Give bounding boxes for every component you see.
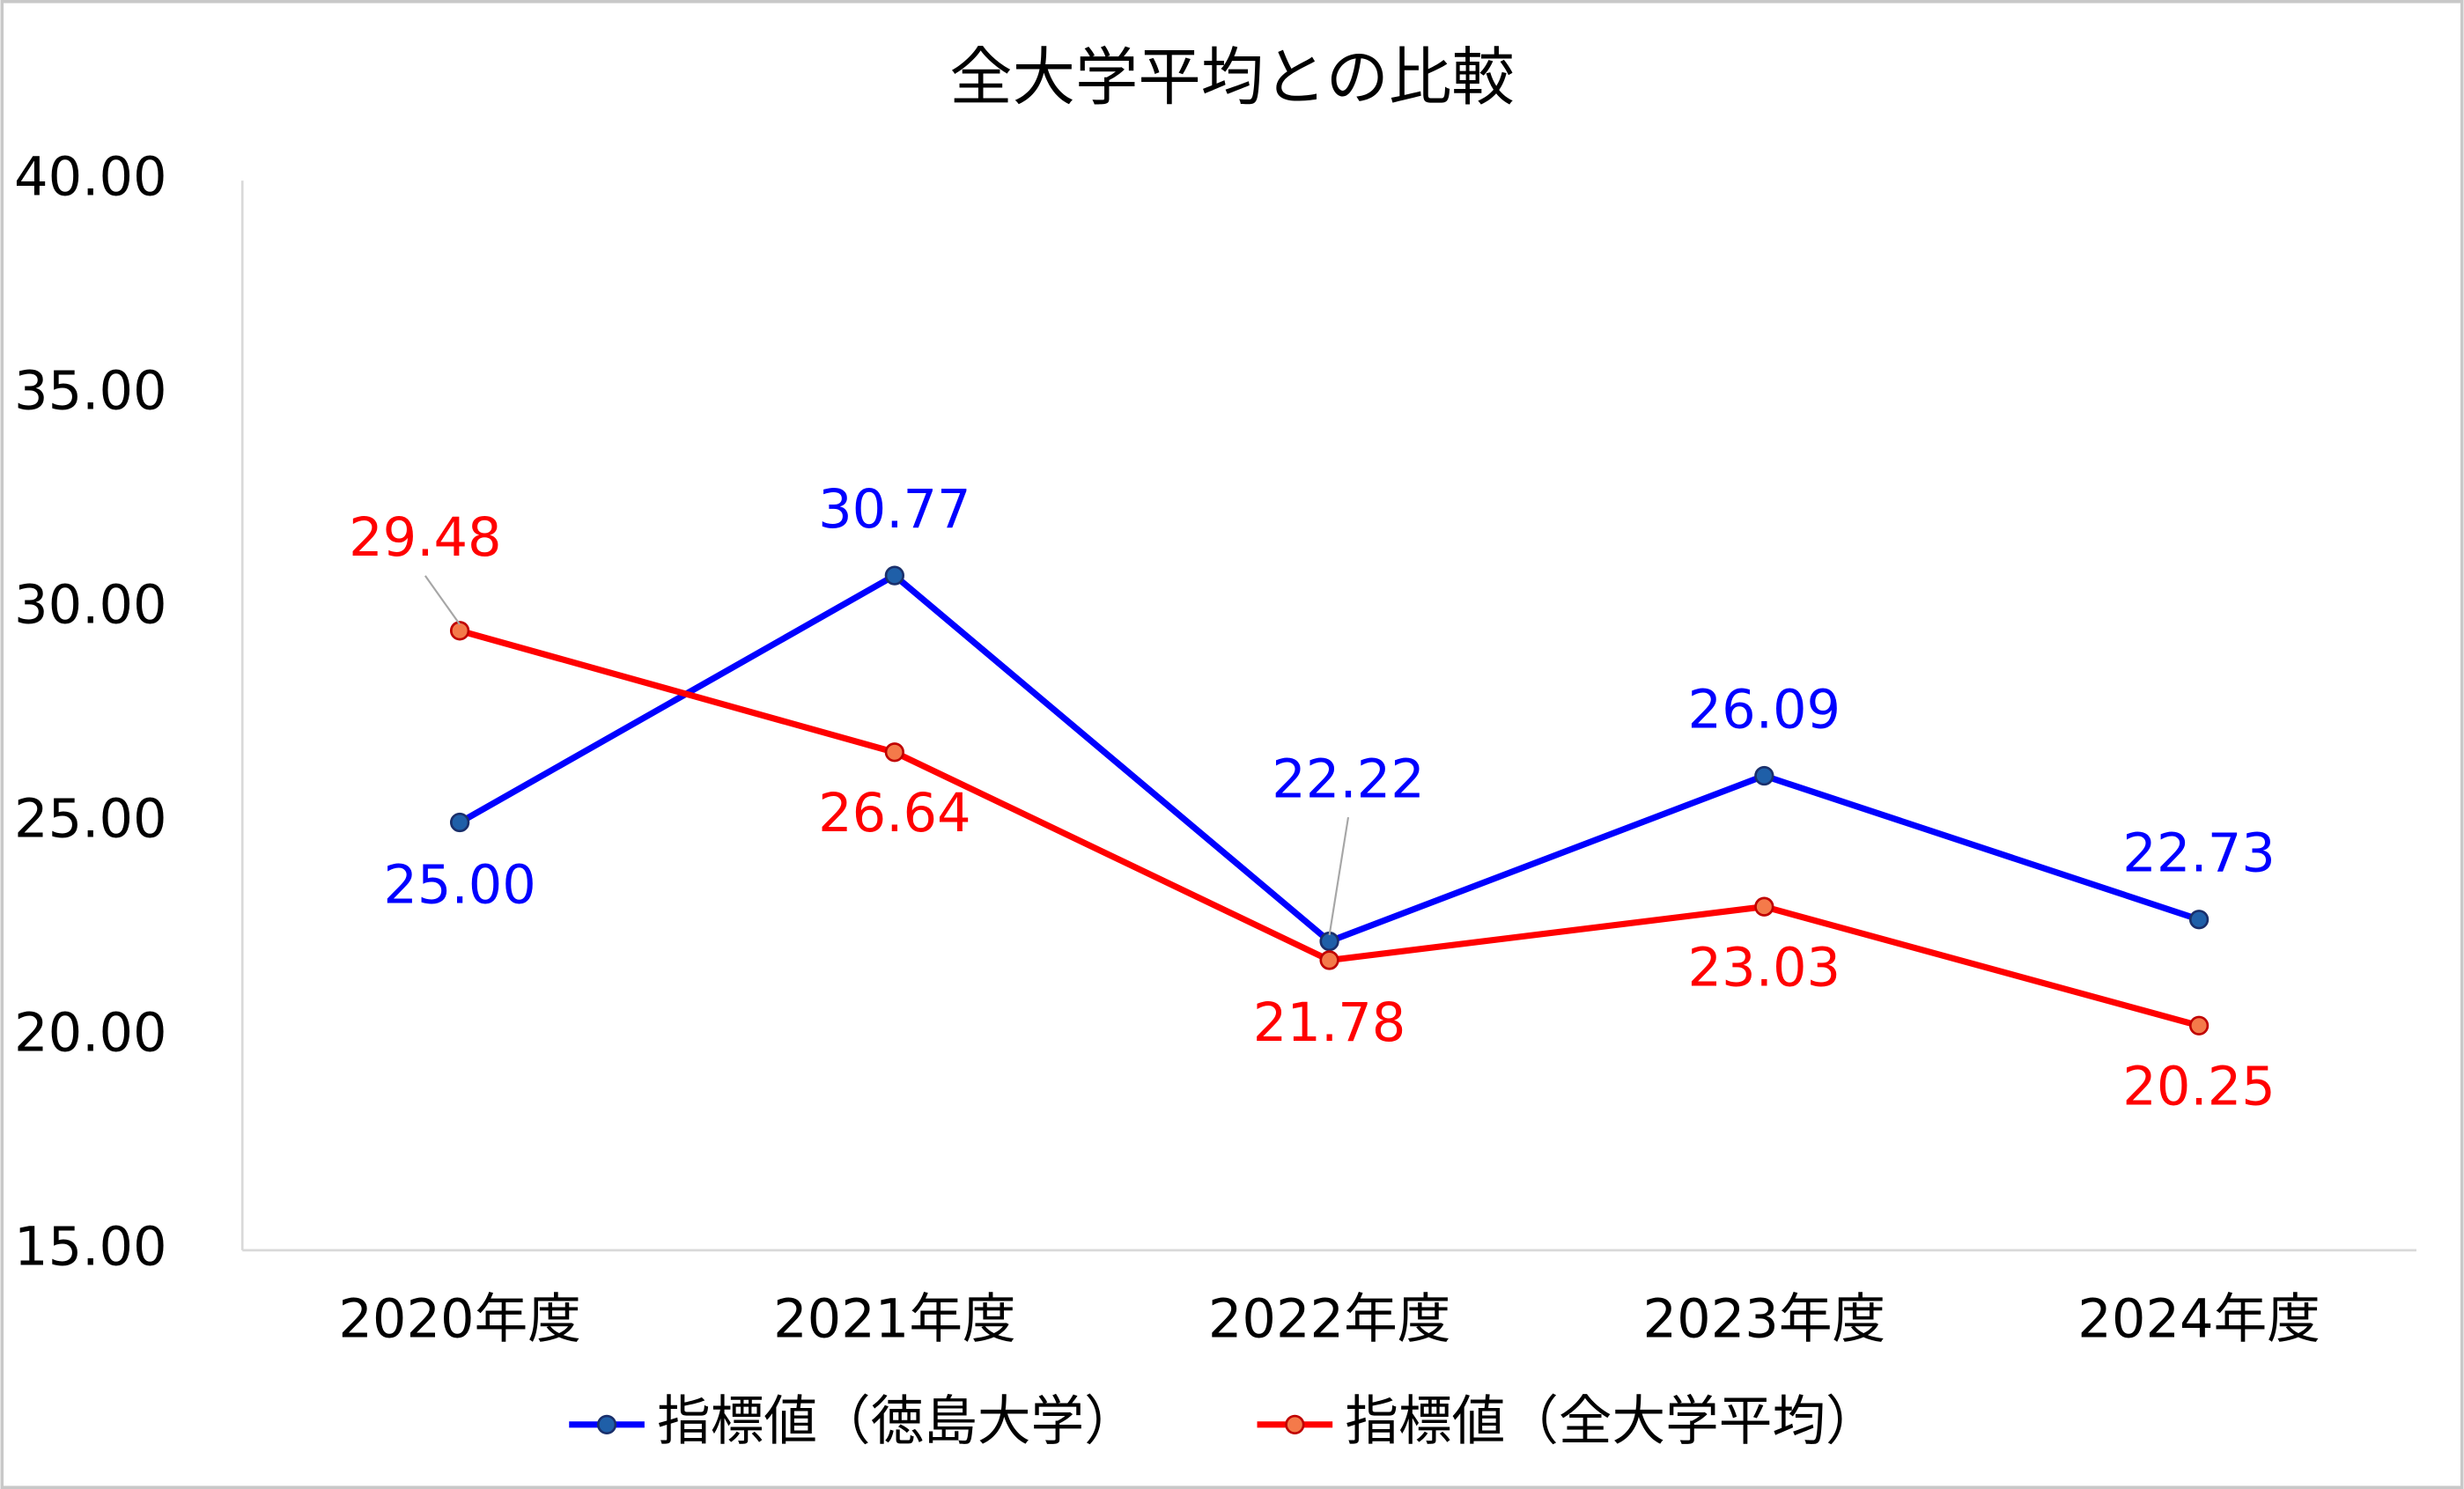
marker xyxy=(1754,765,1774,786)
marker xyxy=(884,565,904,586)
legend-marker xyxy=(1285,1414,1305,1435)
marker xyxy=(2188,1015,2209,1036)
legend-label: 指標値（全大学平均） xyxy=(1345,1390,1878,1452)
data-label: 29.48 xyxy=(349,507,502,569)
marker xyxy=(449,621,470,641)
x-tick-label: 2022年度 xyxy=(1208,1289,1451,1351)
y-tick-label: 25.00 xyxy=(14,789,167,851)
marker xyxy=(2188,910,2209,930)
marker xyxy=(449,812,470,833)
x-tick-label: 2023年度 xyxy=(1643,1289,1886,1351)
y-tick-label: 40.00 xyxy=(14,147,167,209)
data-label: 20.25 xyxy=(2122,1057,2276,1118)
data-label: 25.00 xyxy=(383,854,536,916)
y-tick-label: 30.00 xyxy=(14,575,167,637)
marker xyxy=(1319,950,1339,970)
data-label: 21.78 xyxy=(1253,992,1406,1054)
data-label: 26.09 xyxy=(1688,679,1841,741)
marker xyxy=(884,742,904,763)
y-tick-label: 20.00 xyxy=(14,1003,167,1065)
y-tick-label: 35.00 xyxy=(14,361,167,423)
legend-label: 指標値（徳島大学） xyxy=(657,1390,1138,1452)
data-label: 22.73 xyxy=(2122,823,2276,885)
x-tick-label: 2024年度 xyxy=(2077,1289,2320,1351)
x-tick-label: 2020年度 xyxy=(338,1289,581,1351)
data-label: 23.03 xyxy=(1688,937,1841,999)
y-tick-label: 15.00 xyxy=(14,1216,167,1278)
leader-line xyxy=(1328,816,1350,936)
data-label: 22.22 xyxy=(1272,748,1425,810)
x-tick-label: 2021年度 xyxy=(773,1289,1016,1351)
marker xyxy=(1754,896,1774,917)
leader-line xyxy=(424,575,461,625)
data-label: 30.77 xyxy=(818,479,971,541)
marker xyxy=(1319,931,1339,952)
legend-marker xyxy=(596,1414,617,1435)
data-label: 26.64 xyxy=(818,783,971,844)
chart-title: 全大学平均との比較 xyxy=(949,41,1514,114)
